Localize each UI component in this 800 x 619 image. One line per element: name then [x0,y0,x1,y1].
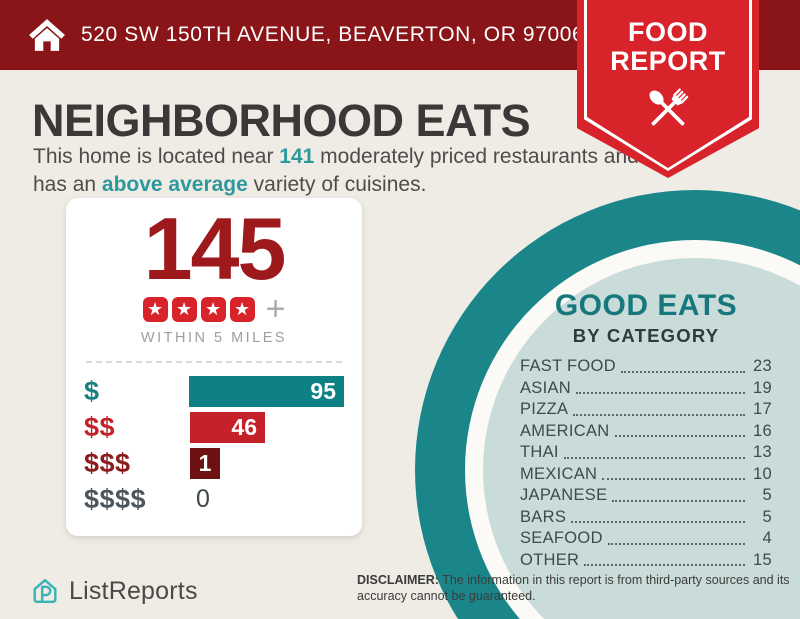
dotted-leader [563,456,745,459]
category-count: 15 [753,550,772,569]
address-text: 520 SW 150TH AVENUE, BEAVERTON, OR 97006 [81,23,585,46]
good-eats-subtitle: BY CATEGORY [572,325,720,346]
price-level-label: $$$ [84,448,131,479]
category-name: AMERICAN [520,421,610,440]
food-report-ribbon: FOOD REPORT [577,0,759,178]
good-eats-title: GOOD EATS [554,289,738,322]
star-icon: ★ [200,296,226,322]
bar-area: 95 [189,376,344,408]
price-level-label: $ [84,376,100,407]
home-icon [29,19,65,51]
brand-name: ListReports [69,576,198,605]
restaurant-count-inline: 141 [279,145,315,168]
category-name: ASIAN [520,378,572,397]
ribbon-title-line1: FOOD [628,17,708,47]
category-count: 5 [762,507,772,526]
dotted-leader [571,521,745,523]
category-row: THAI 13 [520,444,772,461]
utensils-icon [649,88,689,126]
category-count: 17 [753,400,772,418]
category-name: SEAFOOD [520,529,603,547]
price-row: $$$ 1 [84,448,344,480]
intro-part2: moderately priced restaurants and [314,145,639,168]
good-eats-panel: GOOD EATS BY CATEGORY FAST FOOD 23 ASIAN 19… [520,291,772,573]
category-count: 19 [753,378,772,397]
category-row: JAPANESE 5 [520,487,772,504]
category-count: 5 [762,486,772,504]
disclaimer-label: DISCLAIMER: [357,573,439,587]
category-name: JAPANESE [520,486,608,504]
category-row: ASIAN 19 [520,378,772,397]
category-row: OTHER 15 [520,550,772,569]
price-bar: 46 [190,412,265,444]
zero-value: 0 [196,485,210,514]
category-row: PIZZA 17 [520,401,772,418]
dashed-divider [86,361,342,364]
category-row: BARS 5 [520,507,772,526]
listreports-house-icon [33,579,57,603]
bar-area: 0 [190,484,344,515]
category-name: OTHER [520,550,580,569]
disclaimer: DISCLAIMER: The information in this repo… [357,572,795,605]
price-bar-chart: $95 $$ 46 $$$ 1 $$$$ 0 [66,376,362,515]
rating-row: ★ ★ ★ ★ + [66,290,362,329]
category-row: SEAFOOD 4 [520,530,772,547]
intro-part1: This home is located near [33,145,280,168]
above-average-highlight: above average [101,172,248,196]
total-restaurant-count: 145 [143,199,287,298]
star-rating: ★ ★ ★ ★ [142,295,255,323]
category-count: 13 [753,443,772,461]
intro-part4: variety of cuisines. [247,172,427,196]
dotted-leader [612,499,745,502]
category-row: FAST FOOD 23 [520,358,772,375]
category-name: BARS [520,507,567,526]
category-name: MEXICAN [520,464,598,483]
price-bar: 1 [190,448,220,480]
star-icon: ★ [229,296,255,322]
disclaimer-line1: The information in this report is from t… [438,573,790,587]
price-bar: 95 [189,376,344,408]
dotted-leader [607,542,745,545]
star-icon: ★ [171,296,197,322]
intro-text: This home is located near 141 moderately… [33,143,639,199]
summary-card: 145 ★ ★ ★ ★ + WITHIN 5 MILES $95 $$ 46 $$$ 1 $$$… [66,198,362,536]
page-title: NEIGHBORHOOD EATS [32,95,531,146]
category-count: 23 [753,357,772,375]
category-count: 10 [753,464,772,483]
ribbon-title: FOOD REPORT [577,17,759,77]
category-row: MEXICAN 10 [520,464,772,483]
price-level-label: $$ [84,412,116,443]
intro-part3: has an [33,172,102,196]
category-name: THAI [520,443,559,461]
bar-area: 46 [190,412,344,444]
price-row: $$$$ 0 [84,484,344,515]
category-name: PIZZA [520,400,569,418]
price-level-label: $$$$ [84,484,147,515]
dotted-leader [576,392,745,394]
radius-label: WITHIN 5 MILES [140,330,288,347]
price-row: $95 [84,376,344,408]
listreports-logo: ListReports [30,576,198,606]
price-row: $$ 46 [84,412,344,444]
star-icon: ★ [142,296,168,322]
dotted-leader [614,435,745,437]
category-list: FAST FOOD 23 ASIAN 19 PIZZA 17 AMERICAN 16 THAI 1… [520,358,772,568]
dotted-leader [584,564,745,566]
ribbon-content: FOOD REPORT [577,0,759,178]
category-row: AMERICAN 16 [520,421,772,440]
category-name: FAST FOOD [520,357,616,375]
bar-area: 1 [190,448,344,480]
dotted-leader [573,413,745,416]
plus-sign: + [265,290,286,329]
disclaimer-line2: accuracy cannot be guaranteed. [357,589,536,604]
ribbon-title-line2: REPORT [610,46,726,77]
dotted-leader [602,478,745,480]
dotted-leader [620,370,745,373]
category-count: 16 [753,421,772,440]
category-count: 4 [762,529,772,547]
